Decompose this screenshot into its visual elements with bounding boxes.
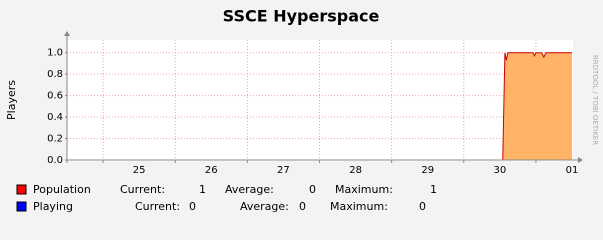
legend-stat-value: 0 (189, 200, 196, 213)
axes (64, 31, 583, 163)
legend-stat-label: Average: (225, 183, 274, 196)
legend-stat-value: 1 (430, 183, 437, 196)
x-tick-label: 28 (349, 165, 362, 176)
legend-stat-label: Current: (135, 200, 180, 213)
x-tick-label: 30 (493, 165, 506, 176)
chart: SSCE Hyperspace Players RRDTOOL / TOBI O… (5, 6, 599, 213)
legend-swatch (16, 201, 27, 212)
legend-stat-value: 0 (309, 183, 316, 196)
y-tick-label: 0.6 (47, 91, 63, 102)
y-tick-label: 0.4 (47, 112, 63, 123)
legend-stat-label: Maximum: (330, 200, 388, 213)
chart-title: SSCE Hyperspace (223, 7, 380, 26)
legend-label: Playing (33, 200, 73, 213)
legend-stat-value: 0 (419, 200, 426, 213)
x-tick-label: 25 (133, 165, 146, 176)
y-tick-label: 0.8 (47, 69, 63, 80)
x-tick-label: 26 (205, 165, 218, 176)
x-axis-arrow (578, 157, 583, 163)
legend-stat-value: 0 (299, 200, 306, 213)
y-tick-label: 0.2 (47, 134, 63, 145)
legend-stat-label: Average: (240, 200, 289, 213)
x-tick-label: 27 (277, 165, 290, 176)
legend-swatch (16, 184, 27, 195)
page: {"chart_data": { "type": "area", "title"… (5, 6, 599, 213)
watermark: RRDTOOL / TOBI OETIKER (591, 55, 599, 145)
x-tick-label: 29 (421, 165, 434, 176)
x-tick-label: 01 (566, 165, 579, 176)
y-tick-label: 1.0 (47, 48, 63, 59)
area (67, 52, 572, 160)
legend-stat-value: 1 (199, 183, 206, 196)
y-tick-label: 0.0 (47, 155, 63, 166)
line (67, 52, 572, 161)
legend-stat-label: Current: (120, 183, 165, 196)
y-axis-arrow (64, 31, 70, 36)
legend-stat-label: Maximum: (335, 183, 393, 196)
labels: 0.00.20.40.60.81.025 26 27 28 29 30 01Populati… (16, 48, 579, 213)
legend-label: Population (33, 183, 91, 196)
y-axis-label: Players (5, 80, 18, 120)
